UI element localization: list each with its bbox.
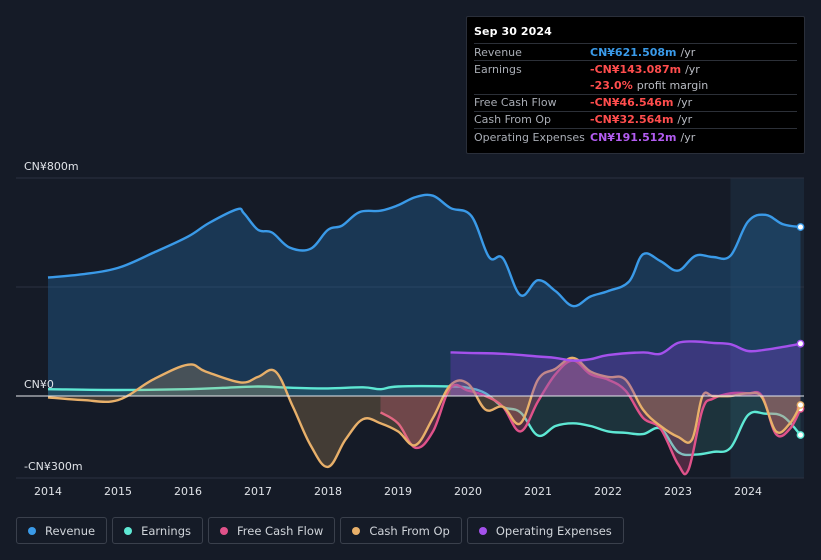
legend: Revenue Earnings Free Cash Flow Cash From O… [16,517,629,546]
revenue-end-point [796,223,805,231]
tooltip-value: -CN¥46.546m [590,96,674,110]
x-tick-label: 2015 [104,485,132,498]
tooltip-value: -CN¥32.564m [590,113,674,127]
tooltip-unit: /yr [677,113,693,127]
tooltip-row: Revenue CN¥621.508m/yr [474,43,797,60]
legend-item-earnings[interactable]: Earnings [112,517,203,544]
earnings-line [47,385,802,457]
x-tick-label: 2021 [524,485,552,498]
legend-label: Revenue [45,523,96,538]
x-tick-label: 2023 [664,485,692,498]
tooltip-unit: /yr [680,45,696,59]
operating-expenses-end-point [796,339,805,348]
legend-dot [28,526,36,535]
x-tick-label: 2017 [244,485,272,498]
x-tick-label: 2019 [384,485,412,498]
tooltip-label: Revenue [474,45,522,59]
tooltip-date: Sep 30 2024 [474,25,552,38]
revenue-line [47,193,801,308]
legend-item-cash-from-op[interactable]: Cash From Op [340,517,462,544]
legend-dot [478,526,487,535]
tooltip-value: CN¥191.512m [590,130,677,144]
revenue-area [48,194,801,396]
operating-expenses-line [450,340,801,362]
tooltip-label: Cash From Op [474,113,552,127]
tooltip-row: Cash From Op -CN¥32.564m/yr [474,110,797,128]
tooltip-unit: /yr [677,96,693,110]
tooltip-label: Operating Expenses [474,130,585,144]
y-tick-label: CN¥800m [24,160,79,173]
y-tick-label: -CN¥300m [24,460,83,473]
legend-label: Cash From Op [369,523,450,538]
x-tick-label: 2022 [594,485,622,498]
legend-item-revenue[interactable]: Revenue [16,517,108,544]
chart: CN¥800m CN¥0 -CN¥300m 2014 2015 2016 2017 2018 2… [16,160,805,498]
tooltip-unit: /yr [680,130,696,144]
free-cash-flow-area [380,360,801,475]
cash-from-op-area [48,357,801,467]
tooltip-value: -CN¥143.087m [590,62,682,76]
legend-dot [352,526,361,535]
tooltip-row: Operating Expenses CN¥191.512m/yr [474,127,797,145]
tooltip-row: Earnings -CN¥143.087m/yr [474,60,797,77]
tooltip-unit: profit margin [636,78,709,92]
tooltip-value: CN¥621.508m [590,45,677,59]
legend-label: Operating Expenses [495,523,612,538]
x-tick-label: 2020 [454,485,482,498]
tooltip-label: Free Cash Flow [474,96,557,110]
legend-dot [220,526,228,535]
earnings-area [48,386,801,455]
tooltip-row: -23.0% profit margin [474,77,797,93]
tooltip-value: -23.0% [590,78,633,92]
legend-item-free-cash-flow[interactable]: Free Cash Flow [208,517,336,544]
legend-label: Earnings [141,523,191,538]
tooltip-row: Free Cash Flow -CN¥46.546m/yr [474,93,797,111]
earnings-end-point [796,431,805,439]
x-tick-label: 2016 [174,485,202,498]
operating-expenses-area [450,341,801,396]
tooltip-label: Earnings [474,62,522,76]
cash-from-op-end-point [796,401,805,409]
tooltip: Sep 30 2024 Revenue CN¥621.508m/yr Earning… [466,16,805,154]
tooltip-unit: /yr [685,62,700,76]
cash-from-op-line [47,356,802,469]
legend-label: Free Cash Flow [237,523,324,538]
x-tick-label: 2018 [314,485,342,498]
y-tick-label: CN¥0 [24,378,54,391]
x-tick-label: 2014 [34,485,62,498]
legend-dot [124,526,133,535]
x-tick-label: 2024 [734,485,762,498]
legend-item-operating-expenses[interactable]: Operating Expenses [466,517,624,544]
